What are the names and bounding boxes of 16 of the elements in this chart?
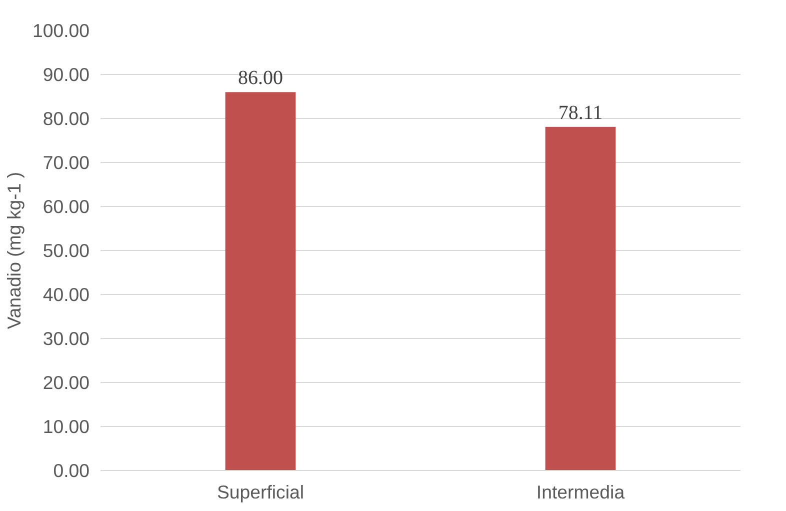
y-tick-label: 90.00 [42, 64, 90, 85]
y-tick-label: 30.00 [42, 328, 90, 349]
data-label: 86.00 [238, 67, 283, 90]
data-label: 78.11 [558, 102, 603, 124]
x-tick-label: Superficial [216, 482, 304, 502]
y-tick-label: 70.00 [42, 152, 90, 173]
y-tick-label: 60.00 [42, 196, 90, 217]
y-tick-label: 50.00 [42, 240, 90, 261]
y-tick-label: 80.00 [42, 108, 90, 129]
y-axis-title: Vanadio (mg kg-1 ) [3, 172, 24, 330]
y-tick-label: 100.00 [32, 20, 90, 41]
y-tick-label: 0.00 [53, 460, 90, 481]
y-tick-label: 20.00 [42, 372, 90, 393]
x-tick-label: Intermedia [536, 482, 626, 502]
y-tick-label: 10.00 [42, 416, 90, 437]
y-tick-label: 40.00 [42, 284, 90, 305]
